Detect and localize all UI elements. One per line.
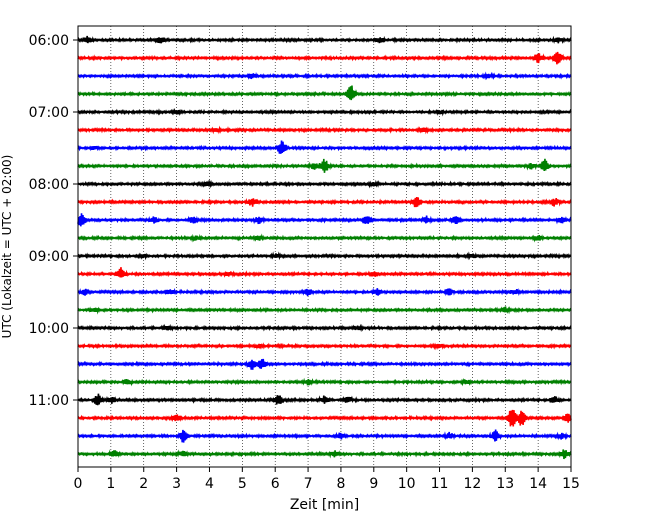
- trace-0845: [77, 233, 572, 243]
- plot-frame: [77, 25, 572, 468]
- y-tick-label: 09:00: [29, 249, 69, 265]
- trace-1015: [77, 342, 572, 351]
- trace-1130: [77, 429, 572, 443]
- trace-1030: [77, 358, 572, 370]
- y-axis-label: UTC (Lokalzeit = UTC + 02:00): [0, 155, 14, 339]
- x-tick-label: 15: [562, 476, 580, 492]
- y-tick-label: 06:00: [29, 33, 69, 49]
- trace-0615: [77, 51, 572, 65]
- trace-0930: [77, 287, 572, 297]
- x-tick-label: 3: [172, 476, 181, 492]
- trace-0730: [77, 140, 572, 154]
- trace-0945: [77, 306, 572, 315]
- trace-0800: [77, 179, 572, 189]
- x-tick-label: 5: [238, 476, 247, 492]
- trace-1100: [77, 393, 572, 406]
- x-tick-label: 7: [304, 476, 313, 492]
- x-tick-label: 8: [336, 476, 345, 492]
- x-tick-label: 14: [529, 476, 547, 492]
- trace-0630: [77, 71, 572, 81]
- trace-1115: [77, 409, 572, 427]
- x-axis-label: Zeit [min]: [290, 497, 359, 513]
- x-tick-label: 13: [496, 476, 514, 492]
- x-tick-label: 12: [463, 476, 481, 492]
- y-tick-label: 08:00: [29, 177, 69, 193]
- trace-0915: [77, 267, 572, 278]
- y-tick-label: 11:00: [29, 393, 69, 409]
- x-tick-label: 0: [74, 476, 83, 492]
- trace-0900: [77, 251, 572, 261]
- x-axis-ticks: 0 1 2 3 4 5 6 7 8 9 10 11 12 13 14 15: [74, 467, 580, 492]
- trace-0745: [77, 158, 572, 173]
- x-tick-label: 9: [369, 476, 378, 492]
- x-tick-label: 1: [106, 476, 115, 492]
- trace-0830: [77, 213, 572, 227]
- x-tick-label: 6: [271, 476, 280, 492]
- y-tick-label: 10:00: [29, 321, 69, 337]
- x-tick-label: 11: [431, 476, 449, 492]
- plot-area: [78, 26, 571, 467]
- trace-1145: [77, 449, 572, 460]
- trace-1045: [77, 377, 572, 387]
- y-axis-ticks: 06:00 07:00 08:00 09:00 10:00 11:00: [29, 33, 78, 409]
- x-tick-label: 4: [205, 476, 214, 492]
- trace-0600: [77, 35, 572, 45]
- seismic-traces: [77, 35, 572, 460]
- trace-0815: [77, 197, 572, 208]
- trace-0645: [77, 85, 572, 101]
- y-tick-label: 07:00: [29, 105, 69, 121]
- x-tick-label: 2: [139, 476, 148, 492]
- x-tick-label: 10: [398, 476, 416, 492]
- trace-0715: [77, 125, 572, 135]
- trace-0700: [77, 107, 572, 117]
- trace-1000: [77, 323, 572, 333]
